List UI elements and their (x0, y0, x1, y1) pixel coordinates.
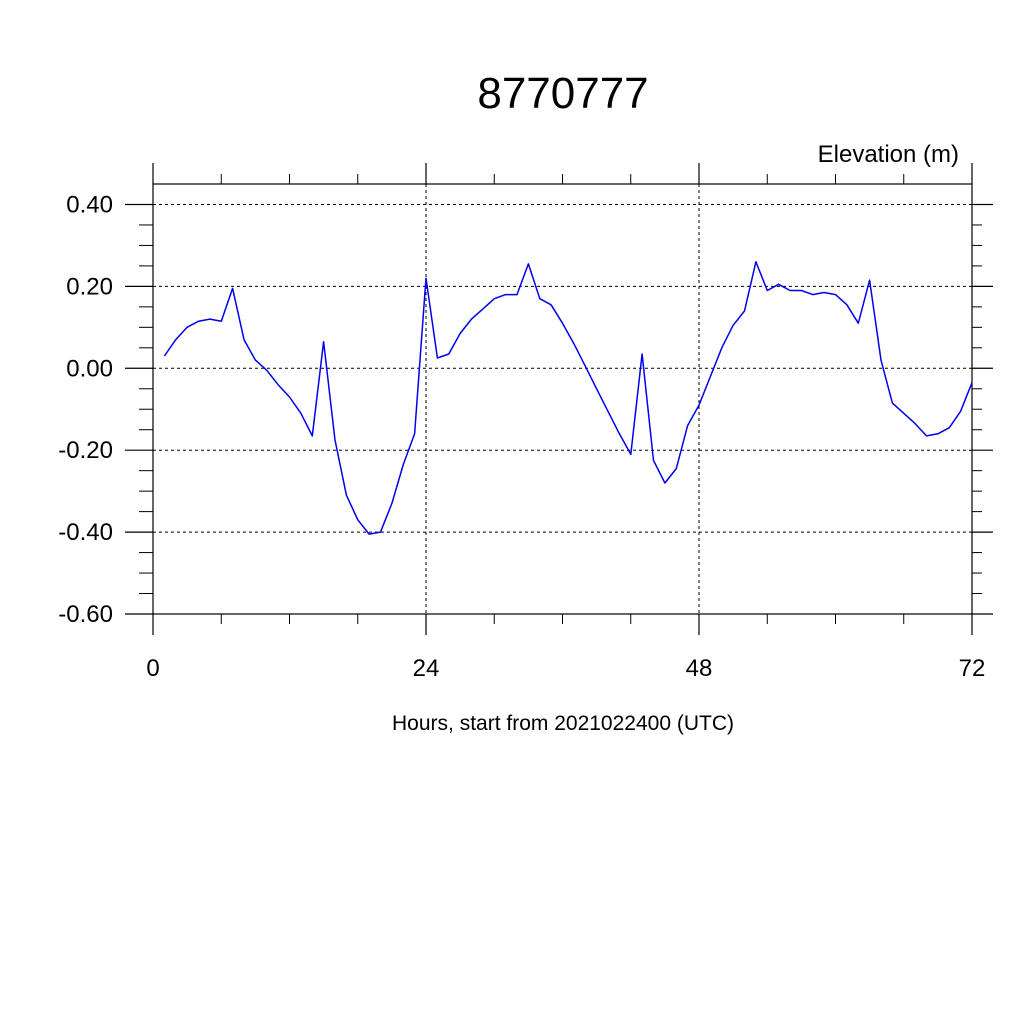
x-tick-label: 72 (959, 655, 986, 682)
x-tick-label: 48 (686, 655, 713, 682)
y-tick-label: 0.00 (66, 355, 113, 382)
x-tick-label: 0 (146, 655, 159, 682)
grid-lines (153, 184, 972, 615)
x-tick-labels: 0 24 48 72 (146, 655, 985, 682)
x-tick-label: 24 (413, 655, 440, 682)
y-tick-label: -0.60 (58, 601, 113, 628)
elevation-series-line (163, 261, 973, 535)
plot-frame (152, 183, 973, 615)
y-axis-label: Elevation (m) (818, 141, 959, 168)
axis-ticks (125, 163, 993, 635)
y-tick-labels: -0.60 -0.40 -0.20 0.00 0.20 0.40 (58, 191, 113, 628)
chart-title: 8770777 (477, 69, 648, 118)
y-tick-label: -0.20 (58, 437, 113, 464)
y-tick-label: 0.20 (66, 273, 113, 300)
x-axis-label: Hours, start from 2021022400 (UTC) (392, 712, 734, 735)
y-tick-label: -0.40 (58, 519, 113, 546)
y-tick-label: 0.40 (66, 191, 113, 218)
series-group (163, 261, 973, 535)
